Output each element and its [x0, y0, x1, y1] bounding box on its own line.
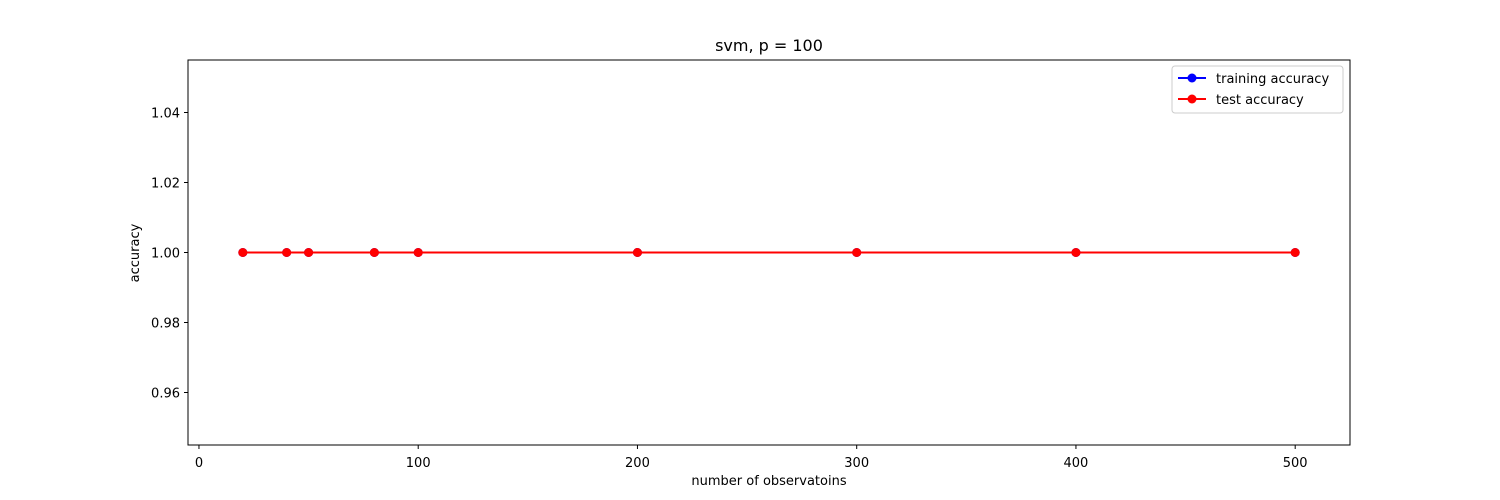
legend-label-0: training accuracy — [1216, 72, 1329, 87]
data-point — [238, 248, 248, 257]
y-tick-label: 1.00 — [151, 247, 180, 262]
y-tick-label: 1.04 — [151, 107, 180, 122]
data-point — [282, 248, 292, 257]
x-axis-label: number of observatoins — [691, 474, 846, 489]
data-point — [369, 248, 379, 257]
y-tick-label: 1.02 — [151, 177, 180, 192]
x-tick-label: 400 — [1064, 456, 1089, 471]
legend-marker-0 — [1187, 73, 1197, 83]
legend-box — [1171, 65, 1344, 114]
data-point — [852, 248, 862, 257]
data-point — [413, 248, 423, 257]
legend-label-1: test accuracy — [1216, 93, 1304, 108]
y-axis-label: accuracy — [128, 223, 143, 282]
y-tick-label: 0.96 — [151, 387, 180, 402]
axes-layer: 0 100 200 300 400 500 0.96 0.98 1.00 1.02 1.04 — [151, 59, 1351, 471]
x-tick-label: 200 — [625, 456, 650, 471]
legend-marker-1 — [1187, 94, 1197, 104]
x-tick-label: 500 — [1283, 456, 1308, 471]
legend: training accuracy test accuracy — [1171, 65, 1344, 114]
y-tick-label: 0.98 — [151, 317, 180, 332]
x-tick-label: 0 — [195, 456, 203, 471]
chart-title: svm, p = 100 — [715, 36, 823, 55]
x-tick-label: 100 — [406, 456, 431, 471]
x-tick-label: 300 — [844, 456, 869, 471]
plot-layer — [238, 248, 1300, 257]
data-point — [632, 248, 642, 257]
data-point — [1290, 248, 1300, 257]
data-point — [304, 248, 314, 257]
data-point — [1071, 248, 1081, 257]
